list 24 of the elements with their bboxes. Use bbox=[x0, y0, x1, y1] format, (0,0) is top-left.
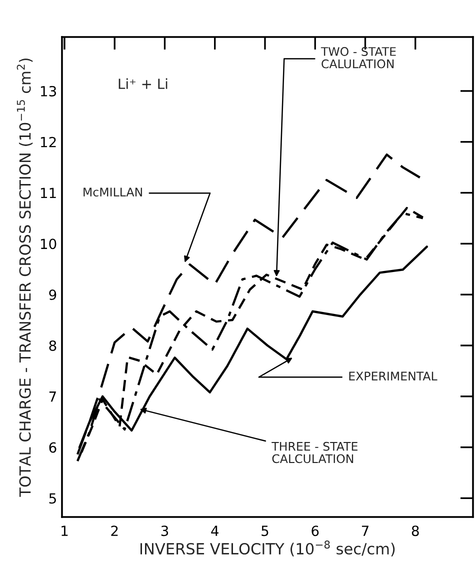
x-tick-label: 2 bbox=[111, 526, 118, 536]
y-tick-label: 10 bbox=[40, 238, 56, 250]
y-tick-label: 6 bbox=[49, 442, 56, 453]
x-tick-label: 8 bbox=[412, 526, 419, 536]
annotation: TWO - STATE CALULATION bbox=[320, 47, 396, 68]
y-tick-label: 7 bbox=[49, 392, 56, 402]
y-tick-label: 9 bbox=[49, 290, 56, 300]
x-tick-label: 3 bbox=[161, 526, 168, 536]
annotation: THREE - STATE CALCULATION bbox=[272, 442, 358, 464]
x-tick-label: 5 bbox=[262, 526, 268, 536]
annotation: McMILLAN bbox=[84, 188, 142, 196]
y-tick-label: 13 bbox=[40, 86, 56, 96]
y-tick-label: 5 bbox=[49, 493, 56, 504]
annotation: EXPERIMENTAL bbox=[349, 372, 438, 380]
x-tick-label: 4 bbox=[211, 526, 219, 536]
annotation: Li⁺ + Li bbox=[118, 78, 168, 89]
x-tick-label: 7 bbox=[362, 526, 368, 536]
y-tick-label: 8 bbox=[49, 340, 56, 351]
y-tick-label: 11 bbox=[40, 188, 56, 198]
y-tick-label: 12 bbox=[40, 136, 56, 148]
y-axis-title: TOTAL CHARGE - TRANSFER CROSS SECTION (10$^{−15}$ cm$^{2}$) bbox=[16, 58, 33, 497]
x-tick-label: 6 bbox=[312, 526, 319, 536]
x-axis-title: INVERSE VELOCITY (10$^{−8}$ sec/cm) bbox=[140, 540, 395, 556]
x-tick-label: 1 bbox=[62, 526, 68, 536]
